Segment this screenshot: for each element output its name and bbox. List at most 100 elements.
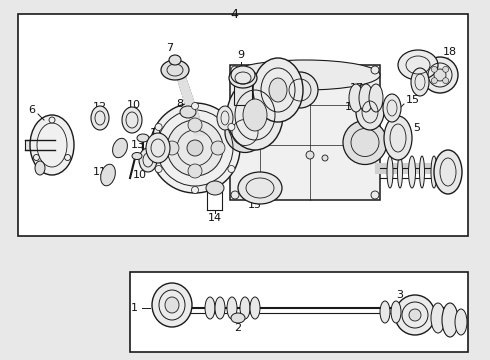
Ellipse shape xyxy=(419,156,424,188)
Text: 9: 9 xyxy=(238,50,245,60)
Circle shape xyxy=(442,78,449,84)
Ellipse shape xyxy=(137,134,149,142)
Circle shape xyxy=(409,309,421,321)
Circle shape xyxy=(431,78,438,84)
Ellipse shape xyxy=(152,283,192,327)
Text: 3: 3 xyxy=(396,290,403,300)
Circle shape xyxy=(395,295,435,335)
Ellipse shape xyxy=(383,94,401,122)
Bar xyxy=(234,80,252,105)
Ellipse shape xyxy=(91,106,109,130)
Ellipse shape xyxy=(215,297,225,319)
Text: 7: 7 xyxy=(449,155,457,165)
Text: 18: 18 xyxy=(443,47,457,57)
Ellipse shape xyxy=(384,116,412,160)
Circle shape xyxy=(306,151,314,159)
Ellipse shape xyxy=(169,55,181,65)
Ellipse shape xyxy=(411,68,429,96)
Circle shape xyxy=(165,141,179,155)
Text: 4: 4 xyxy=(230,8,238,21)
Ellipse shape xyxy=(349,84,363,112)
Circle shape xyxy=(343,121,387,165)
Ellipse shape xyxy=(387,156,393,188)
Ellipse shape xyxy=(206,181,224,195)
Circle shape xyxy=(187,140,203,156)
Text: 15: 15 xyxy=(248,200,262,210)
Bar xyxy=(25,140,55,150)
Text: 17: 17 xyxy=(350,83,364,93)
Ellipse shape xyxy=(240,297,250,319)
Circle shape xyxy=(192,186,198,194)
Text: 8: 8 xyxy=(176,99,184,109)
Bar xyxy=(130,272,468,352)
Ellipse shape xyxy=(231,66,255,84)
Ellipse shape xyxy=(227,297,237,319)
Circle shape xyxy=(192,103,198,109)
Text: 5: 5 xyxy=(413,123,420,133)
Bar xyxy=(18,14,468,236)
Circle shape xyxy=(228,123,235,131)
Text: 11: 11 xyxy=(93,167,107,177)
Circle shape xyxy=(228,166,235,172)
Circle shape xyxy=(371,191,379,199)
Ellipse shape xyxy=(180,106,196,118)
Ellipse shape xyxy=(359,84,373,112)
Ellipse shape xyxy=(369,84,383,112)
Text: 10: 10 xyxy=(133,170,147,180)
Circle shape xyxy=(211,141,225,155)
Circle shape xyxy=(282,72,318,108)
Ellipse shape xyxy=(380,301,390,323)
Ellipse shape xyxy=(398,50,438,80)
Text: 13: 13 xyxy=(131,140,145,150)
Text: 16: 16 xyxy=(345,102,359,112)
Ellipse shape xyxy=(227,80,283,150)
Circle shape xyxy=(188,118,202,132)
Circle shape xyxy=(371,66,379,74)
Circle shape xyxy=(167,120,223,176)
Ellipse shape xyxy=(409,156,416,188)
Ellipse shape xyxy=(356,94,384,130)
Ellipse shape xyxy=(455,309,467,335)
Circle shape xyxy=(188,164,202,178)
Polygon shape xyxy=(171,58,205,135)
Circle shape xyxy=(155,166,162,172)
Ellipse shape xyxy=(243,99,267,131)
Ellipse shape xyxy=(122,107,142,133)
Circle shape xyxy=(431,66,438,72)
Ellipse shape xyxy=(165,297,179,313)
Circle shape xyxy=(434,69,446,81)
Ellipse shape xyxy=(238,172,282,204)
Circle shape xyxy=(231,66,239,74)
Text: 7: 7 xyxy=(167,43,173,53)
Ellipse shape xyxy=(397,156,402,188)
Ellipse shape xyxy=(146,133,170,163)
Text: 2: 2 xyxy=(234,323,242,333)
Text: 10: 10 xyxy=(127,100,141,110)
Ellipse shape xyxy=(161,60,189,80)
Text: 1: 1 xyxy=(131,303,138,313)
Ellipse shape xyxy=(269,78,287,102)
Circle shape xyxy=(65,154,71,161)
Text: 12: 12 xyxy=(163,149,177,159)
Bar xyxy=(230,65,380,200)
Text: 14: 14 xyxy=(208,213,222,223)
Ellipse shape xyxy=(229,68,257,88)
Circle shape xyxy=(150,103,240,193)
Circle shape xyxy=(322,155,328,161)
Ellipse shape xyxy=(35,161,45,175)
Circle shape xyxy=(155,123,162,131)
Ellipse shape xyxy=(132,153,142,159)
Ellipse shape xyxy=(434,150,462,194)
Circle shape xyxy=(442,66,449,72)
Ellipse shape xyxy=(139,148,157,172)
Ellipse shape xyxy=(442,303,458,337)
Circle shape xyxy=(225,112,265,153)
Circle shape xyxy=(49,117,55,123)
Ellipse shape xyxy=(30,115,74,175)
Circle shape xyxy=(33,154,39,161)
Ellipse shape xyxy=(230,60,380,90)
Ellipse shape xyxy=(231,313,245,323)
Ellipse shape xyxy=(253,58,303,122)
Text: 11: 11 xyxy=(150,128,164,138)
Ellipse shape xyxy=(431,303,445,333)
